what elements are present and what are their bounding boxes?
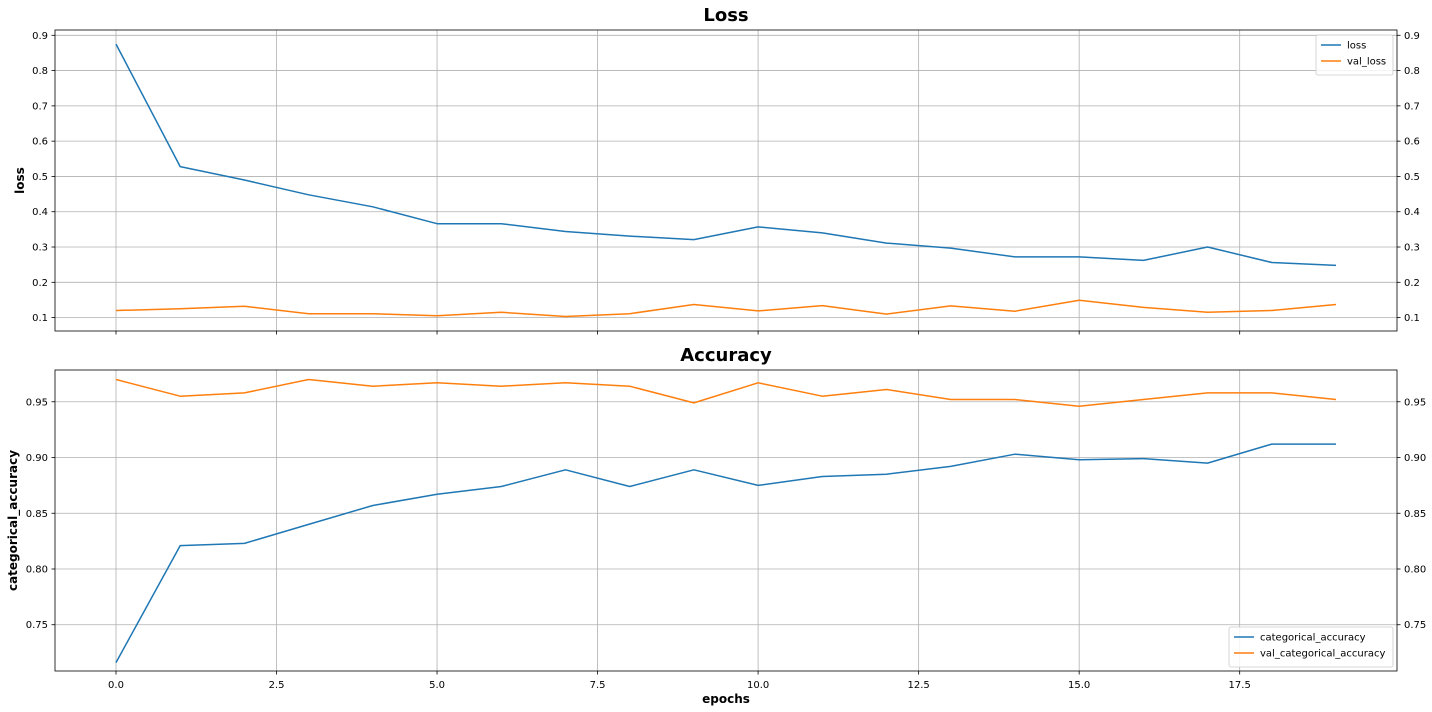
- x-axis-label: epochs: [702, 692, 750, 706]
- x-tick-label: 2.5: [269, 680, 285, 691]
- chart-title: Loss: [703, 5, 748, 26]
- x-tick-label: 15.0: [1068, 680, 1090, 691]
- y-tick-label-right: 0.1: [1404, 313, 1420, 324]
- y-tick-label-left: 0.85: [26, 509, 48, 520]
- x-tick-label: 12.5: [907, 680, 929, 691]
- y-axis-label: loss: [13, 167, 27, 194]
- y-tick-label-right: 0.8: [1404, 66, 1420, 77]
- series-line-loss: [115, 43, 1337, 267]
- legend-label: loss: [1347, 41, 1366, 52]
- x-tick-label: 7.5: [590, 680, 606, 691]
- plot-frame: [54, 369, 1398, 672]
- y-tick-label-right: 0.5: [1404, 172, 1420, 183]
- y-tick-label-left: 0.6: [32, 137, 48, 148]
- y-tick-label-left: 0.2: [32, 278, 48, 289]
- y-tick-label-left: 0.80: [26, 564, 48, 575]
- y-tick-label-right: 0.80: [1404, 564, 1426, 575]
- y-tick-label-left: 0.7: [32, 101, 48, 112]
- y-tick-label-right: 0.7: [1404, 101, 1420, 112]
- x-tick-label: 0.0: [108, 680, 124, 691]
- y-tick-label-right: 0.3: [1404, 243, 1420, 254]
- y-tick-label-left: 0.9: [32, 31, 48, 42]
- series-line-val-categorical-accuracy: [115, 378, 1337, 407]
- chart-title: Accuracy: [680, 345, 772, 366]
- y-tick-label-left: 0.90: [26, 453, 48, 464]
- y-tick-label-right: 0.90: [1404, 453, 1426, 464]
- y-tick-label-left: 0.95: [26, 397, 48, 408]
- y-tick-label-left: 0.8: [32, 66, 48, 77]
- y-tick-label-left: 0.4: [32, 207, 48, 218]
- x-tick-label: 10.0: [747, 680, 769, 691]
- y-tick-label-right: 0.6: [1404, 137, 1420, 148]
- y-tick-label-right: 0.2: [1404, 278, 1420, 289]
- y-tick-label-left: 0.5: [32, 172, 48, 183]
- y-tick-label-right: 0.75: [1404, 620, 1426, 631]
- y-tick-label-right: 0.85: [1404, 509, 1426, 520]
- x-tick-label: 17.5: [1229, 680, 1251, 691]
- y-tick-label-left: 0.1: [32, 313, 48, 324]
- y-axis-label: categorical_accuracy: [6, 450, 21, 591]
- loss-panel: 0.1 0.1 0.2 0.2 0.3 0.3 0.4 0.4 0.5 0.5 0.6 0.6 0.7 0…: [13, 5, 1420, 335]
- y-tick-label-left: 0.3: [32, 243, 48, 254]
- y-tick-label-right: 0.4: [1404, 207, 1420, 218]
- accuracy-panel: 0.0 2.5 5.0 7.5 10.0 12.5 15.0 17.5 0.75 0.75 0.80…: [6, 345, 1426, 706]
- y-tick-label-right: 0.9: [1404, 31, 1420, 42]
- x-tick-label: 5.0: [429, 680, 445, 691]
- y-tick-label-left: 0.75: [26, 620, 48, 631]
- plot-frame: [54, 29, 1398, 332]
- legend-label: categorical_accuracy: [1260, 633, 1366, 644]
- legend-box: [1228, 626, 1394, 668]
- series-line-categorical-accuracy: [115, 443, 1336, 663]
- legend-label: val_loss: [1347, 57, 1386, 68]
- legend-label: val_categorical_accuracy: [1260, 649, 1385, 660]
- series-line-val-loss: [115, 299, 1337, 318]
- y-tick-label-right: 0.95: [1404, 397, 1426, 408]
